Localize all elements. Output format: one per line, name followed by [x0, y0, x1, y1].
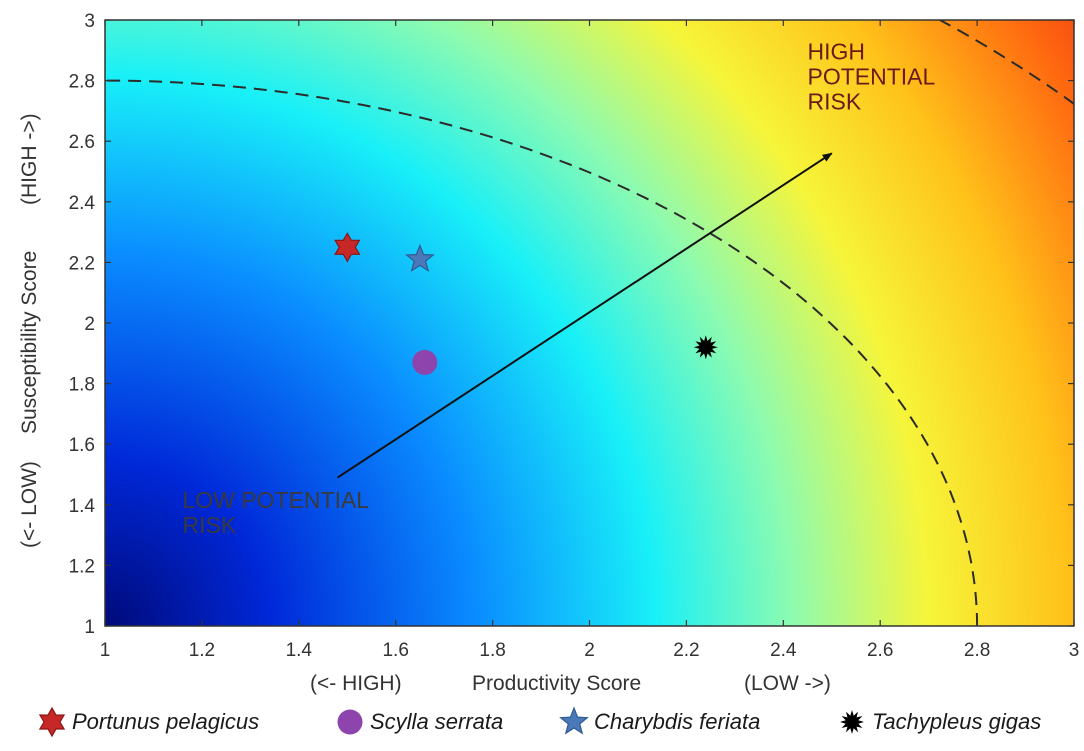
- legend-label: Charybdis feriata: [594, 709, 760, 734]
- annotation-line: LOW POTENTIAL: [183, 487, 370, 513]
- legend-label: Tachypleus gigas: [872, 709, 1041, 734]
- annotation-line: POTENTIAL: [808, 63, 936, 89]
- y-tick-label: 2.8: [69, 72, 95, 93]
- data-point: [693, 335, 718, 360]
- annotation-high-risk: HIGH POTENTIAL RISK: [808, 38, 936, 114]
- x-tick-label: 2: [584, 640, 595, 661]
- y-tick-label: 3: [84, 11, 95, 32]
- y-tick-label: 2.4: [69, 193, 96, 214]
- x-tick-label: 2.2: [673, 640, 699, 661]
- y-tick-label: 1: [84, 617, 95, 638]
- y-tick-label: 2: [84, 314, 95, 335]
- x-tick-label: 2.6: [867, 640, 893, 661]
- y-tick-label: 1.4: [69, 496, 96, 517]
- y-axis-high-label: (HIGH ->): [18, 113, 41, 205]
- x-tick-label: 1.4: [286, 640, 313, 661]
- y-tick-label: 1.8: [69, 375, 95, 396]
- plot-background: [105, 20, 1074, 626]
- y-axis-title: Susceptibility Score: [18, 251, 41, 434]
- x-tick-label: 1: [100, 640, 111, 661]
- risk-contour-lower: [105, 79, 979, 626]
- y-tick-label: 1.2: [69, 556, 95, 577]
- data-point: [334, 232, 361, 263]
- data-point: [405, 243, 435, 273]
- annotation-line: RISK: [183, 512, 237, 538]
- annotation-line: HIGH: [808, 38, 866, 64]
- x-axis-right-label: (LOW ->): [744, 672, 831, 695]
- annotation-line: RISK: [808, 88, 862, 114]
- legend-label: Scylla serrata: [370, 709, 503, 734]
- legend-marker: [840, 710, 864, 734]
- x-tick-label: 1.8: [479, 640, 505, 661]
- annotation-low-risk: LOW POTENTIAL RISK: [183, 487, 370, 538]
- x-tick-label: 3: [1069, 640, 1080, 661]
- legend-marker: [337, 709, 363, 735]
- risk-arrow: [337, 152, 833, 479]
- x-tick-label: 2.4: [770, 640, 797, 661]
- y-tick-label: 2.2: [69, 253, 95, 274]
- data-point: [412, 349, 438, 375]
- x-axis-left-label: (<- HIGH): [310, 672, 402, 695]
- x-axis-title: Productivity Score: [472, 672, 641, 695]
- legend: Portunus pelagicus Scylla serrata Charybdi…: [38, 706, 1041, 738]
- legend-marker: [559, 706, 589, 735]
- x-tick-label: 1.6: [382, 640, 408, 661]
- x-tick-label: 2.8: [964, 640, 990, 661]
- legend-marker: [38, 706, 66, 738]
- x-tick-label: 1.2: [189, 640, 215, 661]
- y-axis-low-label: (<- LOW): [18, 461, 41, 548]
- legend-label: Portunus pelagicus: [72, 709, 259, 734]
- y-tick-label: 1.6: [69, 435, 95, 456]
- y-tick-label: 2.6: [69, 132, 95, 153]
